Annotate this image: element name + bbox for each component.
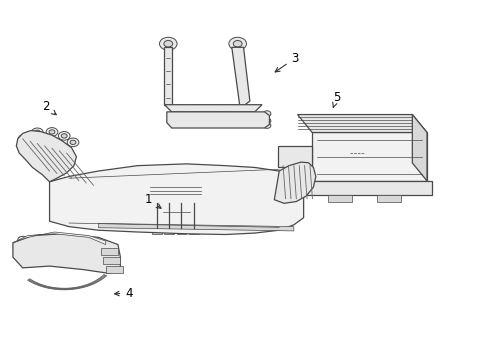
Text: 4: 4 bbox=[115, 287, 133, 300]
Circle shape bbox=[174, 187, 184, 194]
Polygon shape bbox=[307, 181, 432, 195]
Circle shape bbox=[189, 187, 198, 194]
Polygon shape bbox=[312, 132, 427, 181]
Circle shape bbox=[18, 236, 27, 243]
Polygon shape bbox=[328, 195, 352, 202]
Circle shape bbox=[49, 130, 55, 134]
Polygon shape bbox=[164, 105, 262, 112]
Circle shape bbox=[232, 115, 238, 120]
Circle shape bbox=[213, 115, 219, 120]
Polygon shape bbox=[189, 228, 198, 234]
Text: 5: 5 bbox=[333, 91, 341, 107]
Circle shape bbox=[21, 136, 27, 141]
Circle shape bbox=[61, 134, 67, 138]
Circle shape bbox=[31, 128, 43, 136]
Polygon shape bbox=[176, 228, 186, 234]
Circle shape bbox=[110, 267, 117, 272]
Polygon shape bbox=[167, 112, 270, 128]
Circle shape bbox=[46, 128, 58, 136]
Circle shape bbox=[159, 187, 169, 194]
Circle shape bbox=[164, 41, 172, 47]
Polygon shape bbox=[147, 196, 206, 203]
Circle shape bbox=[159, 37, 177, 50]
Polygon shape bbox=[377, 195, 401, 202]
Polygon shape bbox=[98, 224, 294, 231]
Circle shape bbox=[173, 113, 185, 122]
Circle shape bbox=[70, 140, 76, 144]
Polygon shape bbox=[278, 146, 312, 167]
Polygon shape bbox=[164, 47, 171, 105]
Polygon shape bbox=[232, 47, 250, 108]
Text: 1: 1 bbox=[145, 193, 161, 208]
Circle shape bbox=[105, 249, 112, 254]
Circle shape bbox=[263, 111, 271, 117]
Text: 2: 2 bbox=[42, 100, 56, 115]
Circle shape bbox=[108, 258, 115, 263]
Circle shape bbox=[210, 113, 221, 122]
Polygon shape bbox=[274, 162, 316, 203]
Polygon shape bbox=[164, 228, 174, 234]
Circle shape bbox=[190, 113, 202, 122]
Polygon shape bbox=[49, 164, 304, 234]
Circle shape bbox=[246, 113, 258, 122]
Circle shape bbox=[263, 118, 271, 124]
Circle shape bbox=[18, 134, 30, 143]
Circle shape bbox=[233, 41, 242, 47]
Circle shape bbox=[285, 151, 300, 162]
Polygon shape bbox=[101, 248, 118, 255]
Circle shape bbox=[249, 115, 255, 120]
Polygon shape bbox=[13, 234, 121, 273]
Polygon shape bbox=[152, 228, 162, 234]
Polygon shape bbox=[297, 114, 427, 132]
Circle shape bbox=[229, 113, 241, 122]
Circle shape bbox=[229, 37, 246, 50]
Circle shape bbox=[176, 115, 182, 120]
Polygon shape bbox=[147, 185, 203, 196]
Circle shape bbox=[386, 158, 392, 162]
Text: 3: 3 bbox=[275, 51, 299, 72]
Polygon shape bbox=[13, 232, 106, 244]
Circle shape bbox=[34, 130, 40, 134]
Circle shape bbox=[263, 123, 271, 129]
Polygon shape bbox=[106, 266, 123, 273]
Circle shape bbox=[336, 150, 344, 156]
Polygon shape bbox=[413, 114, 427, 181]
Polygon shape bbox=[103, 257, 121, 264]
Circle shape bbox=[193, 115, 199, 120]
Polygon shape bbox=[16, 131, 76, 182]
Circle shape bbox=[67, 138, 79, 147]
Circle shape bbox=[58, 132, 70, 140]
